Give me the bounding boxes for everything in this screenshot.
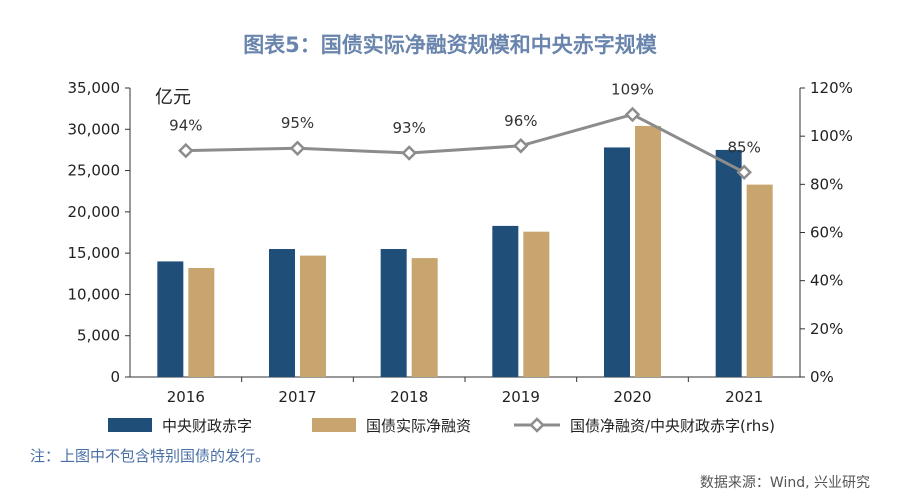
ratio-data-label: 94% (169, 117, 202, 135)
legend-label-net-financing: 国债实际净融资 (366, 417, 471, 435)
right-tick-label: 120% (810, 79, 853, 97)
legend-swatch-deficit (108, 418, 152, 432)
bar-net-financing (188, 268, 215, 377)
bar-deficit (492, 225, 519, 377)
bar-deficit (604, 147, 630, 377)
left-tick-label: 30,000 (68, 120, 121, 138)
bar-deficit (380, 249, 407, 377)
left-tick-label: 35,000 (68, 79, 121, 97)
x-tick-label: 2018 (390, 388, 428, 406)
x-tick-label: 2020 (613, 388, 651, 406)
axes (129, 88, 801, 378)
legend: 中央财政赤字 国债实际净融资 国债净融资/中央财政赤字(rhs) (108, 417, 775, 435)
left-axis-ticks: 0 5,000 10,000 15,000 20,000 25,000 30,000 35,0… (68, 79, 130, 386)
left-tick-label: 10,000 (68, 285, 121, 303)
right-tick-label: 80% (810, 175, 843, 193)
bar-deficit (715, 149, 742, 377)
ratio-data-label: 85% (727, 138, 760, 156)
right-tick-label: 60% (810, 224, 843, 242)
bar-net-financing (300, 255, 326, 377)
ratio-marker (513, 138, 529, 154)
ratio-marker (624, 106, 641, 123)
x-tick-label: 2021 (725, 388, 763, 406)
ratio-data-label: 109% (611, 80, 654, 98)
ratio-line (185, 112, 745, 174)
bar-net-financing (746, 184, 773, 377)
ratio-marker (178, 142, 194, 159)
ratio-data-label: 96% (504, 112, 537, 130)
bars (157, 125, 773, 378)
right-axis-ticks: 0% 20% 40% 60% 80% 100% 120% (800, 79, 853, 386)
bar-deficit (157, 261, 184, 377)
ratio-marker (289, 140, 306, 156)
left-tick-label: 15,000 (68, 244, 121, 262)
ratio-line-layer: 94% 95% 93% 96% 109% 85% (169, 80, 761, 181)
left-tick-label: 5,000 (77, 327, 120, 345)
bar-net-financing (635, 125, 661, 378)
x-tick-label: 2017 (278, 388, 316, 406)
legend-label-ratio: 国债净融资/中央财政赤字(rhs) (570, 417, 775, 435)
bar-deficit (269, 249, 295, 377)
ratio-data-label: 95% (281, 114, 314, 132)
left-tick-label: 20,000 (68, 203, 121, 221)
x-tick-label: 2019 (502, 388, 540, 406)
legend-label-deficit: 中央财政赤字 (162, 417, 252, 435)
ratio-data-label: 93% (392, 119, 425, 137)
chart-title: 图表5：国债实际净融资规模和中央赤字规模 (243, 33, 658, 57)
x-tick-label: 2016 (167, 388, 205, 406)
legend-marker-ratio (529, 417, 545, 433)
chart-note: 注：上图中不包含特别国债的发行。 (30, 447, 270, 465)
right-tick-label: 40% (810, 272, 843, 290)
ratio-marker (736, 164, 752, 181)
ratio-marker (401, 145, 417, 161)
left-tick-label: 25,000 (68, 162, 121, 180)
left-tick-label: 0 (110, 368, 120, 386)
data-source: 数据来源：Wind, 兴业研究 (700, 475, 870, 491)
right-tick-label: 100% (810, 127, 853, 145)
x-axis-ticks: 2016 2017 2018 2019 2020 2021 (167, 377, 763, 406)
right-tick-label: 0% (810, 368, 834, 386)
legend-swatch-net-financing (312, 418, 356, 432)
right-tick-label: 20% (810, 320, 843, 338)
bar-net-financing (523, 231, 550, 377)
bar-net-financing (411, 258, 438, 377)
y-axis-unit-label: 亿元 (155, 87, 191, 108)
